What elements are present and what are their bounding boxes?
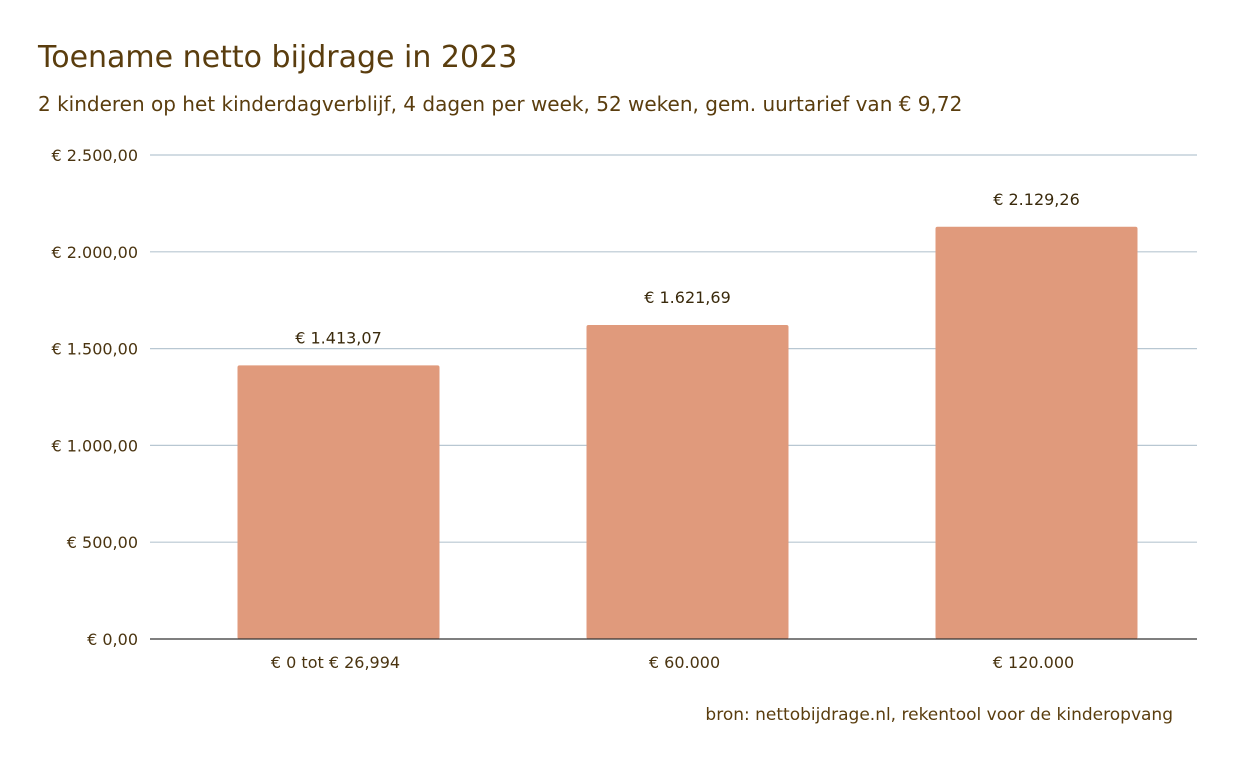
y-tick-label: € 0,00 [87, 630, 138, 649]
chart-title: Toename netto bijdrage in 2023 [38, 40, 518, 75]
y-tick-label: € 1.500,00 [51, 340, 138, 359]
source-note: bron: nettobijdrage.nl, rekentool voor d… [705, 705, 1173, 725]
x-tick-label: € 120.000 [993, 653, 1074, 672]
data-label: € 1.413,07 [295, 328, 382, 347]
bar [935, 226, 1138, 639]
y-tick-label: € 500,00 [67, 533, 138, 552]
y-tick-label: € 2.500,00 [51, 146, 138, 165]
bar [586, 325, 789, 639]
y-tick-label: € 2.000,00 [51, 243, 138, 262]
data-labels: € 1.413,07 € 1.621,69 € 2.129,26 [295, 190, 1080, 348]
bar [237, 365, 440, 639]
y-axis-ticks: € 0,00 € 500,00 € 1.000,00 € 1.500,00 € 2.00… [51, 146, 138, 649]
x-axis-ticks: € 0 tot € 26,994 € 60.000 € 120.000 [271, 653, 1074, 672]
x-tick-label: € 0 tot € 26,994 [271, 653, 400, 672]
bars [237, 226, 1138, 639]
data-label: € 2.129,26 [993, 190, 1080, 209]
data-label: € 1.621,69 [644, 288, 731, 307]
chart-subtitle: 2 kinderen op het kinderdagverblijf, 4 d… [38, 92, 963, 116]
y-tick-label: € 1.000,00 [51, 436, 138, 455]
x-tick-label: € 60.000 [649, 653, 720, 672]
